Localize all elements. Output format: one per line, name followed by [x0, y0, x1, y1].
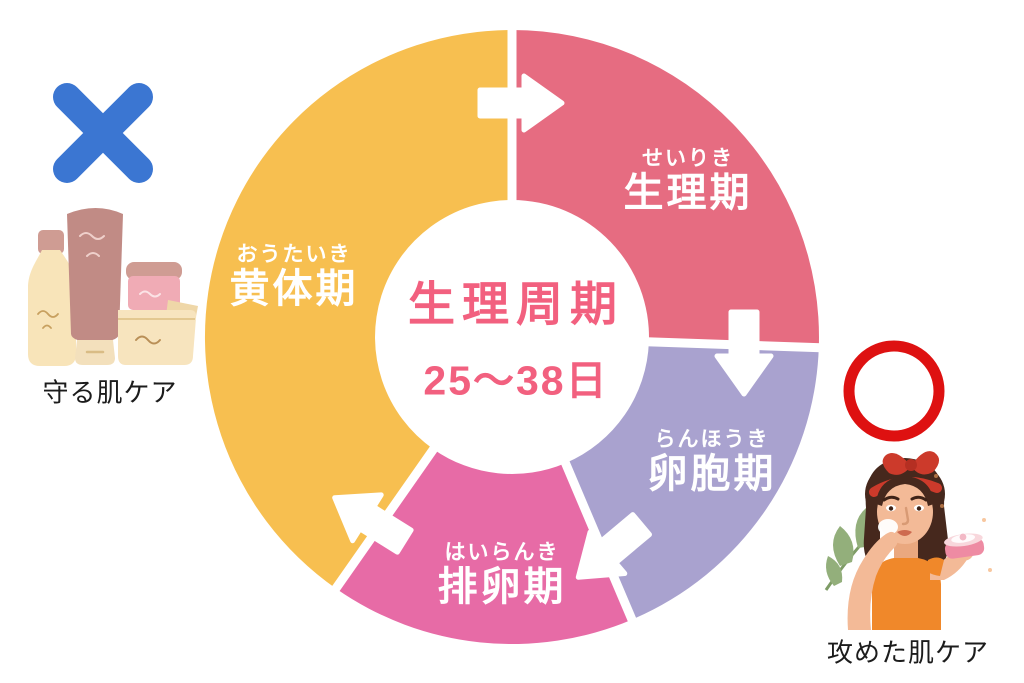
phase-reading: らんほうき — [654, 427, 770, 451]
phase-segment — [335, 449, 632, 645]
woman-applying-cream-illustration — [824, 451, 992, 630]
phase-reading: せいりき — [642, 146, 734, 170]
lotion-bottle — [28, 230, 76, 366]
phase-label-outaiki: おうたいき 黄体期 — [230, 243, 359, 311]
cross-strokes — [53, 83, 153, 183]
cream-patch — [878, 519, 898, 535]
skincare-products-illustration — [28, 208, 198, 366]
left-callout-label: 守る肌ケア — [42, 377, 178, 408]
phase-name: 排卵期 — [437, 564, 567, 609]
phase-label-ranhouki: らんほうき 卵胞期 — [648, 428, 777, 496]
phase-label-hairanki: はいらんき 排卵期 — [438, 541, 567, 609]
phase-name: 卵胞期 — [647, 451, 777, 496]
circle-mark-icon — [843, 340, 945, 442]
phase-label-seiriki: せいりき 生理期 — [624, 147, 753, 215]
phase-name: 黄体期 — [229, 266, 359, 311]
phase-reading: おうたいき — [236, 242, 352, 266]
sparkle-dots — [934, 474, 992, 572]
cream-tube — [67, 208, 123, 365]
shirt — [872, 558, 941, 630]
phase-segment — [204, 30, 513, 589]
right-callout-label: 攻めた肌ケア — [826, 637, 990, 668]
face — [876, 476, 934, 567]
phase-segment — [512, 30, 819, 348]
phase-reading: はいらんき — [444, 540, 560, 564]
flow-arrow-icon — [714, 309, 774, 397]
flow-arrow-icon — [575, 512, 652, 580]
cycle-length: 25〜38日 — [423, 357, 609, 404]
front-jar — [118, 300, 198, 365]
cross-mark-icon — [53, 83, 153, 183]
flow-arrow-icon — [332, 492, 414, 555]
cream-jar — [944, 533, 985, 559]
cycle-center-label: 生理周期 25〜38日 — [408, 266, 624, 407]
flow-arrow-icon — [477, 73, 565, 133]
arm-applying-cream — [847, 531, 898, 630]
circle-stroke — [843, 340, 945, 442]
phase-name: 生理期 — [623, 170, 753, 215]
cycle-title: 生理周期 — [408, 277, 624, 331]
small-jar — [126, 262, 182, 310]
